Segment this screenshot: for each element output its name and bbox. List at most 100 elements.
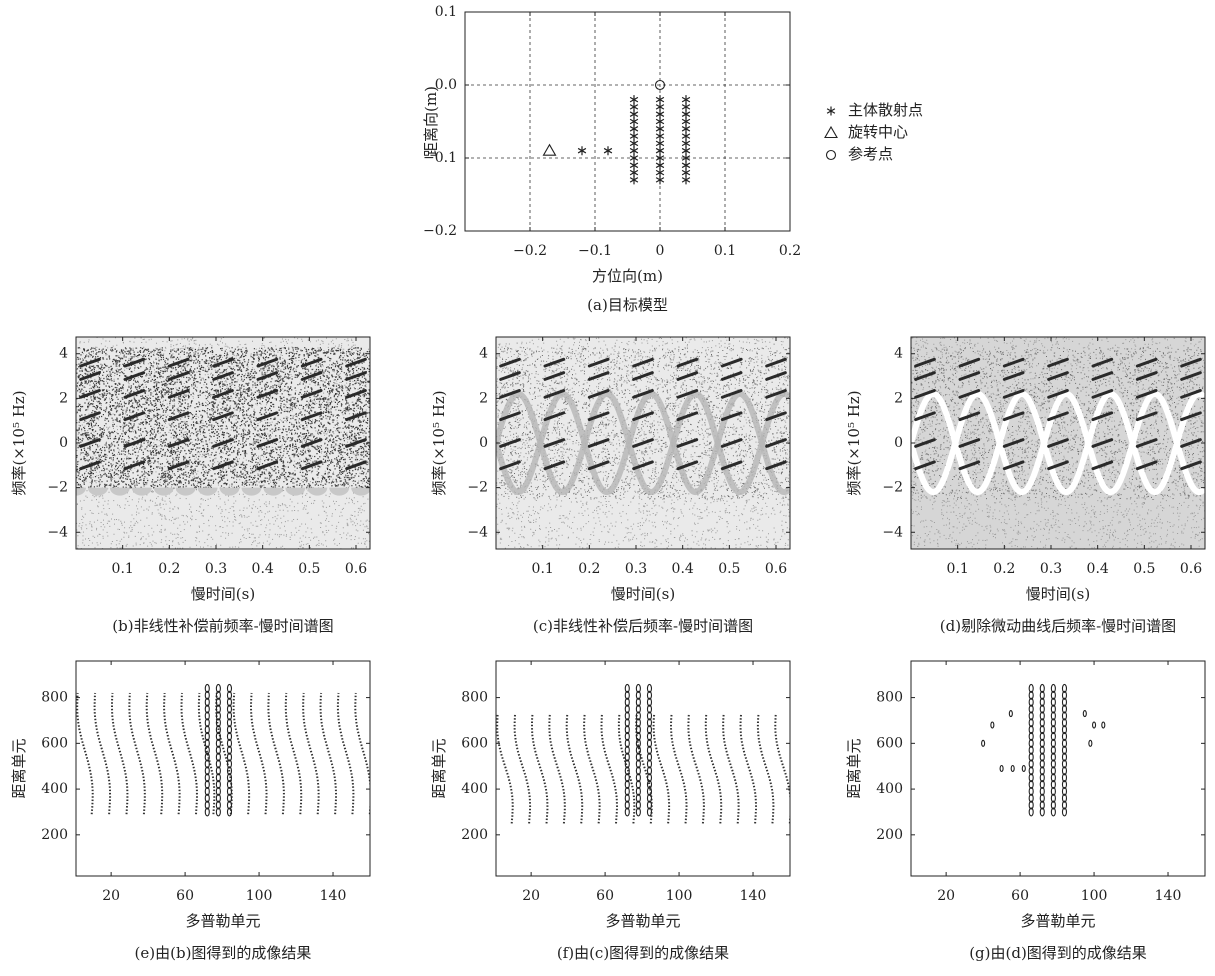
caption: (e)由(b)图得到的成像结果: [135, 944, 312, 962]
micro-motion-curve: [496, 390, 790, 496]
micro-motion-curve: [496, 390, 790, 496]
scatterer-spots: [204, 683, 233, 817]
y-tick-label: 4: [894, 346, 903, 362]
x-tick-label: 140: [1155, 888, 1182, 904]
plot-frame: [910, 660, 1206, 877]
micro-motion-curve: [911, 390, 1205, 496]
y-tick-label: −4: [47, 524, 68, 540]
legend-label: 主体散射点: [848, 101, 923, 119]
y-tick-label: 2: [894, 390, 903, 406]
plot-frame: [75, 336, 371, 550]
x-tick-label: 0.2: [578, 561, 600, 577]
x-tick-label: 0.3: [625, 561, 647, 577]
legend-label: 参考点: [848, 145, 893, 163]
y-tick-label: −0.2: [423, 223, 457, 239]
data-point: [655, 175, 665, 185]
caption: (c)非线性补偿后频率-慢时间谱图: [533, 617, 753, 635]
x-tick-label: 20: [937, 888, 955, 904]
plot-frame: [495, 336, 791, 550]
y-tick-label: −4: [467, 524, 488, 540]
image-texture: [496, 683, 790, 824]
y-tick-label: −4: [882, 524, 903, 540]
x-tick-label: 100: [666, 888, 693, 904]
x-tick-label: 0.4: [1087, 561, 1109, 577]
y-tick-label: 600: [41, 735, 68, 751]
x-tick-label: 0.5: [718, 561, 740, 577]
x-axis-label: 慢时间(s): [611, 585, 675, 603]
x-tick-label: 60: [1011, 888, 1029, 904]
y-tick-label: 0: [894, 435, 903, 451]
y-tick-label: 200: [876, 827, 903, 843]
y-tick-label: 0: [59, 435, 68, 451]
y-tick-label: 800: [461, 690, 488, 706]
x-tick-label: 0.1: [112, 561, 134, 577]
x-tick-label: 100: [1081, 888, 1108, 904]
lower-edge: [76, 487, 370, 496]
y-tick-label: −2: [467, 480, 488, 496]
y-axis-label: 距离向(m): [422, 86, 440, 157]
caption: (b)非线性补偿前频率-慢时间谱图: [112, 617, 333, 635]
data-point: [629, 175, 639, 185]
x-axis-label: 多普勒单元: [605, 912, 680, 930]
x-tick-label: −0.1: [578, 243, 612, 259]
x-tick-label: 0.2: [779, 243, 801, 259]
data-point: [603, 146, 613, 156]
x-tick-label: 0: [656, 243, 665, 259]
y-tick-label: −2: [47, 480, 68, 496]
y-axis-label: 频率(×10⁵ Hz): [845, 390, 863, 495]
y-tick-label: 600: [461, 735, 488, 751]
scatterer-spots: [624, 683, 653, 817]
x-tick-label: 0.2: [158, 561, 180, 577]
y-axis-label: 距离单元: [10, 738, 28, 798]
x-tick-label: 100: [246, 888, 273, 904]
caption: (f)由(c)图得到的成像结果: [557, 944, 729, 962]
y-tick-label: 4: [479, 346, 488, 362]
y-tick-label: 800: [876, 690, 903, 706]
x-axis-label: 慢时间(s): [191, 585, 255, 603]
y-tick-label: 200: [461, 827, 488, 843]
y-tick-label: −0.1: [423, 150, 457, 166]
x-tick-label: 60: [176, 888, 194, 904]
x-tick-label: 0.3: [205, 561, 227, 577]
y-tick-label: 0: [479, 435, 488, 451]
y-tick-label: 2: [479, 390, 488, 406]
data-point: [542, 143, 557, 156]
y-axis-label: 频率(×10⁵ Hz): [430, 390, 448, 495]
legend-marker: [824, 125, 838, 139]
plot-frame: [495, 660, 791, 877]
x-tick-label: 0.6: [1180, 561, 1202, 577]
x-tick-label: 0.1: [532, 561, 554, 577]
y-tick-label: −2: [882, 480, 903, 496]
data-point: [681, 175, 691, 185]
noise: [911, 337, 1205, 549]
plot-frame: [75, 660, 371, 877]
image-texture: [76, 683, 370, 817]
x-axis-label: 方位向(m): [592, 267, 663, 285]
x-tick-label: 0.1: [947, 561, 969, 577]
x-tick-label: 60: [596, 888, 614, 904]
dense-noise: [76, 347, 370, 489]
spectral-lines: [79, 357, 367, 471]
imaging-stripes: [496, 713, 790, 824]
x-axis-label: 慢时间(s): [1026, 585, 1090, 603]
y-tick-label: 400: [876, 781, 903, 797]
x-tick-label: 20: [522, 888, 540, 904]
data-point: [577, 146, 587, 156]
x-tick-label: 20: [102, 888, 120, 904]
caption: (a)目标模型: [587, 296, 668, 314]
y-tick-label: 400: [41, 781, 68, 797]
y-tick-label: 400: [461, 781, 488, 797]
x-tick-label: 0.6: [345, 561, 367, 577]
y-tick-label: 800: [41, 690, 68, 706]
x-tick-label: 0.5: [1133, 561, 1155, 577]
spectral-lines: [499, 357, 787, 471]
x-axis-label: 多普勒单元: [1020, 912, 1095, 930]
plot-frame: [464, 11, 791, 232]
x-tick-label: 0.6: [765, 561, 787, 577]
plot-frame: [910, 336, 1206, 550]
x-tick-label: −0.2: [513, 243, 547, 259]
spectrogram-texture: [76, 337, 370, 549]
caption: (d)剔除微动曲线后频率-慢时间谱图: [940, 617, 1176, 635]
